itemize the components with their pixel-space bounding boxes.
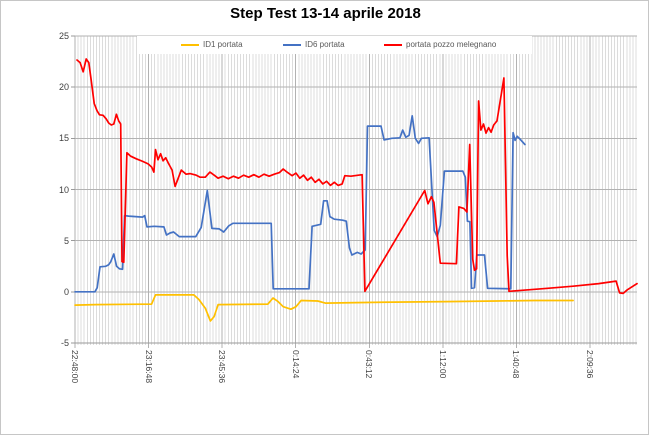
x-axis-tick-label: 0:43:12	[364, 350, 375, 379]
legend-label-id6: ID6 portata	[305, 40, 345, 49]
legend-line-yellow-icon	[181, 44, 199, 46]
chart-title: Step Test 13-14 aprile 2018	[230, 5, 421, 22]
legend-line-red-icon	[384, 44, 402, 46]
legend-label-pozzo: portata pozzo melegnano	[406, 40, 497, 49]
legend-label-id1: ID1 portata	[203, 40, 243, 49]
legend: ID1 portata ID6 portata portata pozzo me…	[137, 36, 532, 54]
x-axis-tick-label: 23:45:36	[217, 350, 228, 384]
y-axis-tick-label: -5	[60, 338, 69, 348]
x-axis-tick-label: 0:14:24	[290, 350, 301, 379]
series-line-id6-portata	[74, 114, 526, 293]
series-line-id1-portata	[74, 294, 574, 322]
y-axis-tick-label: 5	[63, 235, 69, 246]
y-axis-tick-label: 15	[58, 133, 69, 144]
x-axis-tick-label: 1:12:00	[437, 350, 448, 379]
y-axis-tick-label: 10	[58, 184, 69, 195]
x-axis-tick-label: 23:16:48	[143, 350, 154, 384]
y-axis-tick-label: 20	[58, 82, 69, 93]
x-axis-tick-label: 2:09:36	[584, 350, 595, 379]
x-axis-tick-label: 22:48:00	[70, 350, 80, 384]
series-line-portata-pozzo-melegnano	[76, 58, 638, 295]
x-axis-tick-label: 1:40:48	[511, 350, 522, 379]
y-axis-tick-label: 25	[58, 31, 69, 41]
legend-line-blue-icon	[283, 44, 301, 46]
y-axis-tick-label: 0	[63, 286, 69, 297]
